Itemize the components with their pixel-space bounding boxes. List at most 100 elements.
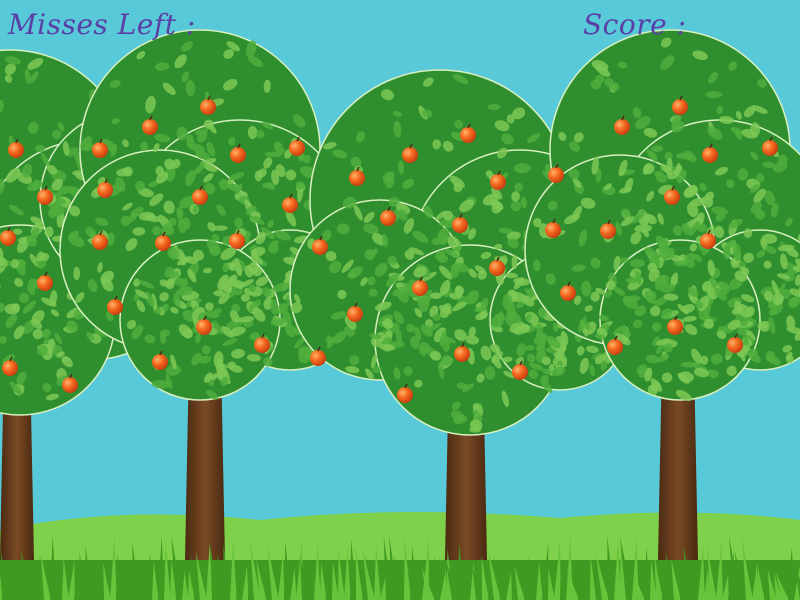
leaf [223, 49, 234, 59]
apple[interactable] [62, 373, 78, 393]
leaf [646, 191, 655, 202]
leaf [165, 374, 173, 390]
grass-blade [85, 545, 93, 600]
leaf [727, 319, 741, 330]
leaf [768, 316, 776, 335]
apple[interactable] [142, 115, 158, 135]
apple[interactable] [412, 276, 428, 296]
leaf [404, 249, 415, 260]
apple[interactable] [460, 123, 476, 143]
apple[interactable] [672, 95, 688, 115]
apple[interactable] [727, 333, 743, 353]
apple[interactable] [92, 138, 108, 158]
apple[interactable] [397, 383, 413, 403]
apple[interactable] [347, 302, 363, 322]
apple[interactable] [310, 346, 326, 366]
leaf [136, 300, 146, 313]
leaf [322, 229, 332, 241]
leaf [432, 139, 442, 150]
apple[interactable] [607, 335, 623, 355]
apple[interactable] [289, 136, 305, 156]
grass-blade [687, 572, 699, 600]
apple[interactable] [92, 230, 108, 250]
leaf [342, 196, 357, 209]
apple[interactable] [97, 178, 113, 198]
grass-blade [514, 565, 525, 600]
leaf [140, 141, 148, 152]
leaf [66, 320, 79, 333]
leaf [541, 356, 551, 366]
leaf [178, 324, 193, 339]
grass-blade [236, 565, 243, 600]
leaf [510, 201, 522, 212]
grass-blade [332, 561, 339, 600]
leaf [716, 105, 724, 115]
apple[interactable] [560, 281, 576, 301]
apple[interactable] [702, 143, 718, 163]
apple[interactable] [155, 231, 171, 251]
leaf [524, 345, 535, 351]
apple[interactable] [600, 219, 616, 239]
apple[interactable] [490, 170, 506, 190]
apple[interactable] [8, 138, 24, 158]
leaf [613, 324, 626, 335]
apple[interactable] [454, 342, 470, 362]
leaf [392, 286, 407, 297]
leaf [388, 197, 400, 207]
apple[interactable] [614, 115, 630, 135]
leaf [414, 379, 423, 388]
apple[interactable] [545, 218, 561, 238]
grass-blade [296, 538, 303, 600]
leaf [205, 302, 214, 311]
leaf [32, 328, 44, 340]
apple[interactable] [200, 95, 216, 115]
leaf [689, 220, 700, 236]
leaf [248, 262, 259, 274]
apple[interactable] [762, 136, 778, 156]
leaf [647, 262, 658, 273]
apple[interactable] [489, 256, 505, 276]
apple[interactable] [0, 226, 16, 246]
apple[interactable] [2, 356, 18, 376]
leaf [154, 133, 171, 143]
leaf [494, 120, 510, 132]
grass-blade [404, 536, 411, 600]
apple[interactable] [402, 143, 418, 163]
apple[interactable] [548, 163, 564, 183]
leaf [794, 327, 800, 341]
apple[interactable] [312, 235, 328, 255]
leaf [213, 225, 228, 231]
apple[interactable] [254, 333, 270, 353]
leaf [600, 360, 608, 371]
apple[interactable] [37, 185, 53, 205]
apple[interactable] [664, 185, 680, 205]
grass-blade [91, 567, 105, 600]
apple[interactable] [380, 206, 396, 226]
leaf [403, 366, 413, 376]
apple[interactable] [452, 213, 468, 233]
leaf [163, 200, 175, 214]
apple[interactable] [37, 271, 53, 291]
apple[interactable] [700, 229, 716, 249]
leaf [655, 338, 671, 346]
apple[interactable] [512, 360, 528, 380]
leaf [663, 293, 679, 301]
leaf [780, 253, 788, 270]
apple[interactable] [152, 350, 168, 370]
leaf [30, 216, 43, 226]
apple[interactable] [230, 143, 246, 163]
apple[interactable] [282, 193, 298, 213]
apple[interactable] [229, 229, 245, 249]
apple[interactable] [107, 295, 123, 315]
grass-blade [210, 547, 219, 600]
leaf [771, 279, 780, 297]
leaf [29, 71, 39, 83]
leaf [408, 247, 424, 256]
apple[interactable] [667, 315, 683, 335]
apple[interactable] [192, 185, 208, 205]
leaf [42, 328, 51, 339]
apple[interactable] [196, 315, 212, 335]
leaf [423, 77, 434, 87]
apple[interactable] [349, 166, 365, 186]
leaf [131, 325, 144, 340]
